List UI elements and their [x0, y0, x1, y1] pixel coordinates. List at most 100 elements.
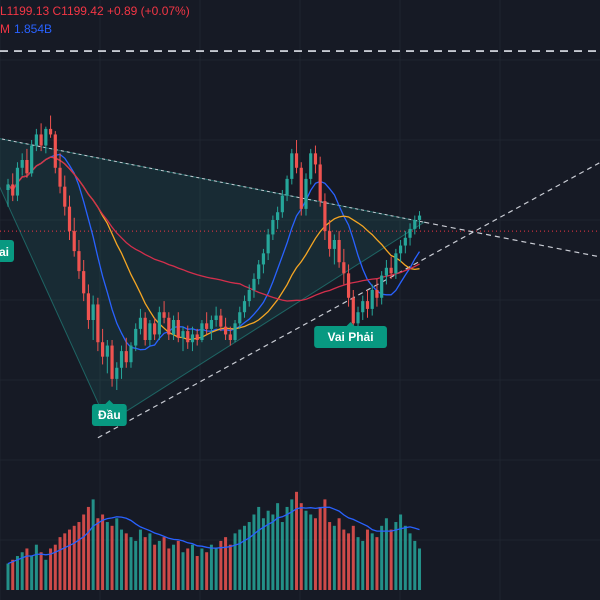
left-shoulder-label-text: ai [0, 245, 9, 259]
candle [77, 240, 81, 279]
volume-bar [219, 540, 223, 590]
candle [375, 278, 379, 307]
volume-bar [162, 537, 166, 590]
candle [48, 115, 53, 138]
candle [408, 223, 412, 246]
candle-body [11, 184, 15, 196]
volume-bar [337, 518, 341, 590]
candle-body [413, 220, 417, 229]
candle [162, 301, 166, 324]
volume-legend-label: M [0, 22, 10, 36]
candle [261, 248, 266, 274]
candle [309, 148, 313, 185]
candle [105, 340, 109, 374]
volume-bar [138, 529, 142, 590]
candle [417, 211, 422, 229]
candle-body [67, 206, 72, 232]
candle [219, 308, 223, 332]
candle [380, 271, 384, 305]
candle [181, 326, 185, 352]
candle-body [214, 315, 218, 320]
candle [323, 193, 327, 240]
candle-body [190, 334, 195, 343]
candle [365, 290, 370, 318]
candle-body [351, 297, 355, 324]
volume-bar [39, 552, 43, 590]
candle [403, 231, 407, 254]
candle [413, 215, 417, 235]
candle [119, 345, 124, 379]
candle [290, 148, 294, 185]
moving-average-line [7, 156, 420, 302]
candle-body [101, 342, 105, 357]
candle-body [15, 167, 20, 196]
volume-bar [280, 522, 284, 590]
head-label-pointer [105, 400, 114, 404]
candle [96, 297, 100, 352]
candle [176, 312, 180, 343]
candle [266, 228, 270, 260]
candle-body [129, 345, 133, 363]
volume-bar [105, 522, 109, 590]
candle-body [72, 231, 76, 252]
candle-body [280, 195, 284, 213]
candle-body [332, 240, 336, 249]
volume-bar [30, 556, 34, 590]
volume-bar [252, 514, 256, 590]
candle [157, 306, 161, 340]
candle-body [181, 331, 185, 338]
volume-bar [370, 533, 374, 590]
candle [398, 240, 403, 263]
candle-body [223, 326, 228, 335]
volume-bar [233, 533, 237, 590]
volume-bar [20, 552, 24, 590]
candle [285, 175, 289, 202]
candle [82, 260, 86, 302]
candle [72, 217, 76, 257]
candle [171, 315, 176, 340]
candle-body [209, 320, 213, 329]
candle [134, 323, 138, 352]
moving-average-line [7, 153, 421, 351]
volume-bar [77, 522, 81, 590]
volume-bar [243, 525, 246, 590]
resistance-extension [424, 221, 600, 258]
candle-body [375, 290, 379, 298]
candle-body [148, 323, 152, 340]
candle-body [328, 231, 332, 249]
candle [138, 308, 143, 335]
candle [209, 315, 213, 340]
volume-bar [200, 548, 204, 590]
volume-bar [167, 548, 171, 590]
right-shoulder-label-box [314, 326, 387, 348]
head-label-box [91, 404, 127, 426]
candle-body [299, 167, 303, 209]
candle [63, 175, 67, 216]
volume-bar [295, 491, 299, 590]
candle-body [233, 323, 237, 340]
candle [394, 248, 398, 279]
volume-bar [44, 559, 48, 590]
candle-body [58, 167, 62, 187]
right-shoulder-label: Vai Phải [314, 322, 387, 348]
candle-body [285, 178, 289, 196]
volume-bar [101, 514, 105, 590]
candle-body [91, 304, 95, 320]
candle [58, 153, 62, 194]
candle-body [30, 145, 34, 174]
volume-bar [389, 529, 393, 590]
candle [214, 306, 218, 327]
candle-body [417, 215, 422, 220]
head-label-text: Đầu [98, 408, 121, 422]
candle-body [186, 331, 190, 343]
candle [34, 128, 38, 152]
left-shoulder-label-box [0, 240, 14, 262]
volume-bar [172, 544, 176, 590]
candle-body [318, 164, 322, 202]
candle [148, 320, 152, 346]
candle [20, 153, 24, 176]
candle [167, 312, 171, 340]
candle [384, 260, 388, 285]
candle [91, 295, 95, 340]
